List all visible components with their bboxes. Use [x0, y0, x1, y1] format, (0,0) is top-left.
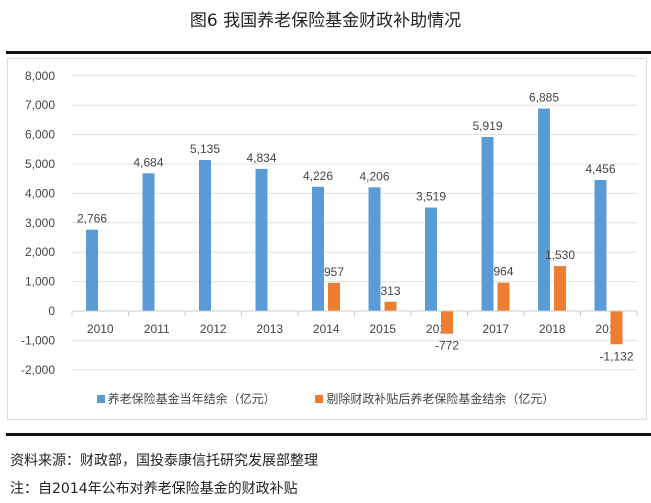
- legend: 养老保险基金当年结余（亿元） 剔除财政补贴后养老保险基金结余（亿元）: [0, 390, 651, 407]
- data-label: 313: [380, 284, 400, 298]
- x-tick-label: 2017: [482, 322, 509, 336]
- data-label: 4,206: [359, 169, 389, 183]
- bar-total: [255, 168, 268, 311]
- y-tick-label: -1,000: [21, 333, 55, 347]
- note-text: 注：自2014年公布对养老保险基金的财政补贴: [10, 481, 298, 497]
- x-tick-label: 2014: [313, 322, 340, 336]
- y-tick-label: 4,000: [25, 186, 55, 200]
- bar-total: [86, 229, 98, 311]
- data-label: 4,684: [133, 155, 163, 169]
- data-label: -772: [435, 339, 459, 353]
- bar-total: [142, 173, 155, 311]
- y-tick-label: 1,000: [25, 275, 55, 289]
- data-label: 957: [324, 265, 344, 279]
- x-tick-label: 2015: [369, 322, 396, 336]
- chart-frame: [7, 58, 647, 420]
- y-tick-label: 8,000: [25, 69, 55, 83]
- x-tick-label: 2013: [256, 322, 283, 336]
- y-tick-label: 3,000: [25, 216, 55, 230]
- data-label: 3,519: [416, 190, 446, 204]
- bar-excl-subsidy: [610, 311, 623, 345]
- legend-item-excl-subsidy: 剔除财政补贴后养老保险基金结余（亿元）: [315, 390, 554, 407]
- legend-label: 剔除财政补贴后养老保险基金结余（亿元）: [326, 392, 555, 406]
- data-label: 4,834: [246, 151, 276, 165]
- x-tick-label: 2011: [144, 322, 170, 336]
- data-label: 1,530: [545, 248, 575, 262]
- y-tick-label: 5,000: [25, 157, 55, 171]
- legend-swatch-orange: [315, 395, 324, 403]
- legend-swatch-blue: [96, 395, 105, 403]
- data-label: -1,132: [599, 349, 633, 363]
- bar-total: [368, 187, 381, 311]
- data-label: 5,919: [472, 119, 502, 133]
- bar-total: [538, 108, 550, 312]
- bar-total: [594, 179, 607, 311]
- x-tick-label: 2010: [87, 322, 114, 336]
- bar-total: [481, 136, 494, 311]
- y-tick-label: 6,000: [25, 128, 55, 142]
- x-tick-label: 2012: [200, 322, 227, 336]
- bar-total: [425, 207, 437, 311]
- bar-excl-subsidy: [441, 311, 453, 334]
- bottom-rule: [6, 433, 651, 436]
- bar-excl-subsidy: [497, 282, 510, 311]
- x-tick-label: 2018: [539, 322, 566, 336]
- source-text: 资料来源：财政部，国投泰康信托研究发展部整理: [10, 453, 318, 469]
- data-label: 5,135: [190, 142, 220, 156]
- y-tick-label: 2,000: [25, 245, 55, 259]
- legend-label: 养老保险基金当年结余（亿元）: [107, 392, 276, 406]
- data-label: 4,456: [585, 162, 615, 176]
- data-label: 964: [493, 265, 513, 279]
- top-rule: [6, 51, 651, 54]
- y-tick-label: 7,000: [25, 98, 55, 112]
- data-label: 6,885: [529, 91, 559, 105]
- bar-total: [312, 186, 324, 311]
- bar-excl-subsidy: [554, 266, 566, 311]
- y-tick-label: -2,000: [21, 363, 55, 377]
- data-label: 2,766: [77, 212, 107, 226]
- bar-excl-subsidy: [328, 282, 340, 311]
- chart-title: 图6 我国养老保险基金财政补助情况: [189, 11, 462, 31]
- bar-total: [199, 160, 211, 311]
- legend-item-total: 养老保险基金当年结余（亿元）: [96, 390, 276, 407]
- bar-excl-subsidy: [384, 301, 397, 311]
- y-tick-label: 0: [48, 304, 55, 318]
- data-label: 4,226: [303, 169, 333, 183]
